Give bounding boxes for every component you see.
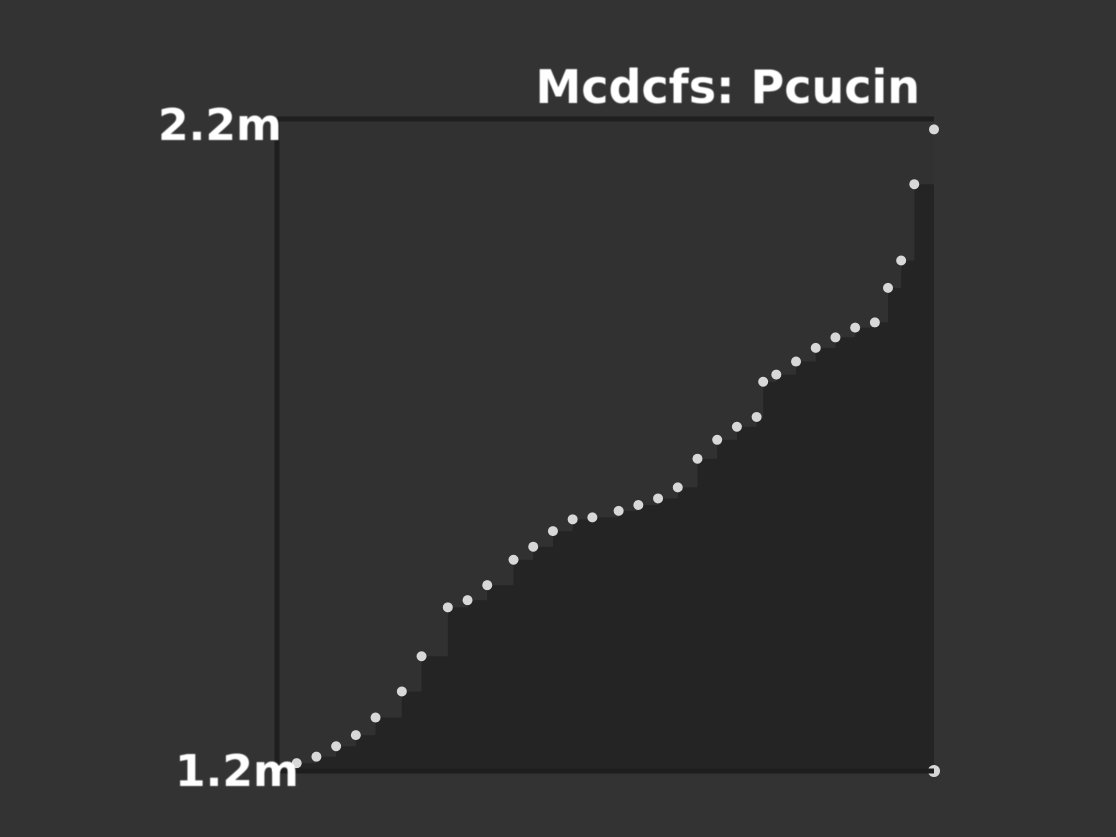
data-point xyxy=(791,356,802,367)
data-point xyxy=(482,580,493,591)
data-point xyxy=(528,541,539,552)
data-point xyxy=(508,554,519,565)
data-point xyxy=(311,751,322,762)
data-point xyxy=(587,512,598,523)
data-point xyxy=(653,493,664,504)
data-point xyxy=(633,499,644,510)
data-point xyxy=(442,602,453,613)
data-point xyxy=(547,526,558,537)
data-point xyxy=(416,651,427,662)
data-point xyxy=(771,369,782,380)
data-point xyxy=(731,421,742,432)
data-point xyxy=(567,514,578,525)
data-point xyxy=(810,342,821,353)
data-point xyxy=(909,179,920,190)
data-point xyxy=(883,282,894,293)
data-point xyxy=(462,595,473,606)
data-point xyxy=(869,317,880,328)
data-point xyxy=(331,741,342,752)
y-tick-label-top: 2.2m xyxy=(158,100,282,151)
data-point xyxy=(751,411,762,422)
data-point xyxy=(692,453,703,464)
chart-title: Mcdcfs: Pcucin xyxy=(535,60,920,114)
y-tick-label-bottom: 1.2m xyxy=(175,746,299,797)
data-point xyxy=(850,322,861,333)
data-point xyxy=(370,712,381,723)
data-point xyxy=(830,332,841,343)
data-point xyxy=(758,376,769,387)
area-fill xyxy=(277,129,934,771)
data-point xyxy=(613,505,624,516)
data-point xyxy=(396,686,407,697)
data-point xyxy=(896,255,907,266)
data-point xyxy=(672,482,683,493)
data-point xyxy=(712,434,723,445)
data-point xyxy=(929,124,939,135)
data-point xyxy=(350,730,361,741)
data-point xyxy=(291,758,302,769)
data-markers xyxy=(272,124,940,777)
